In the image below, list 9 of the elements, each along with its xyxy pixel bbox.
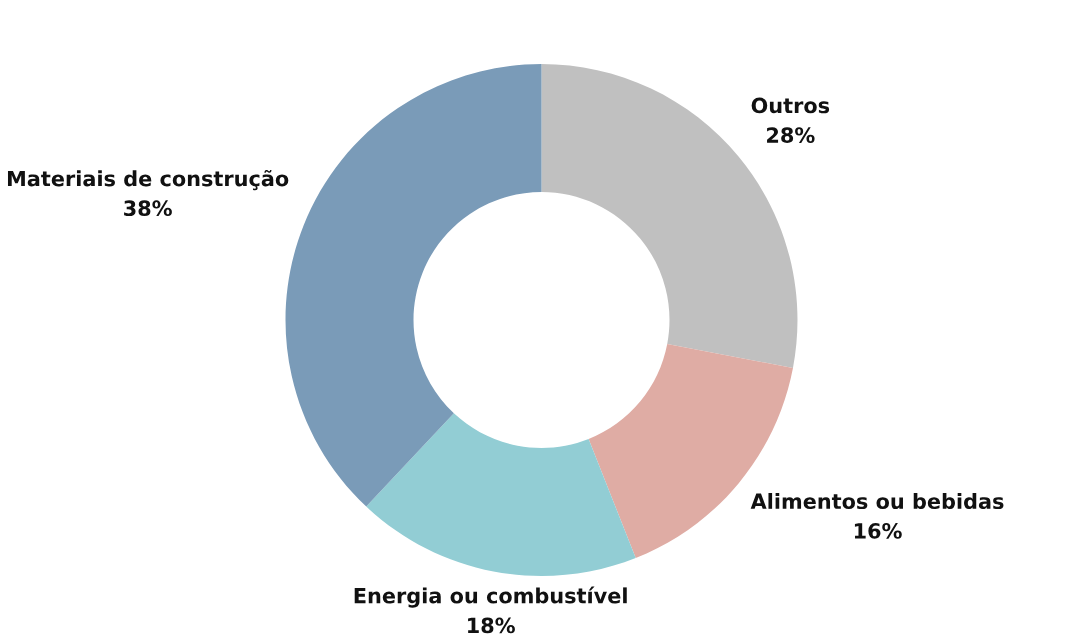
slice-label: Outros — [751, 97, 830, 114]
data-label: 16% — [854, 523, 902, 539]
slice-label: Energia ou combustível — [354, 586, 627, 608]
donut-slice — [366, 413, 636, 576]
data-label: 18% — [468, 617, 515, 634]
slice-label: Alimentos ou bebidas — [750, 492, 1004, 510]
data-label: 38% — [124, 200, 172, 217]
slice-label: Materiais de construção — [7, 169, 289, 191]
data-label: 28% — [767, 127, 815, 143]
